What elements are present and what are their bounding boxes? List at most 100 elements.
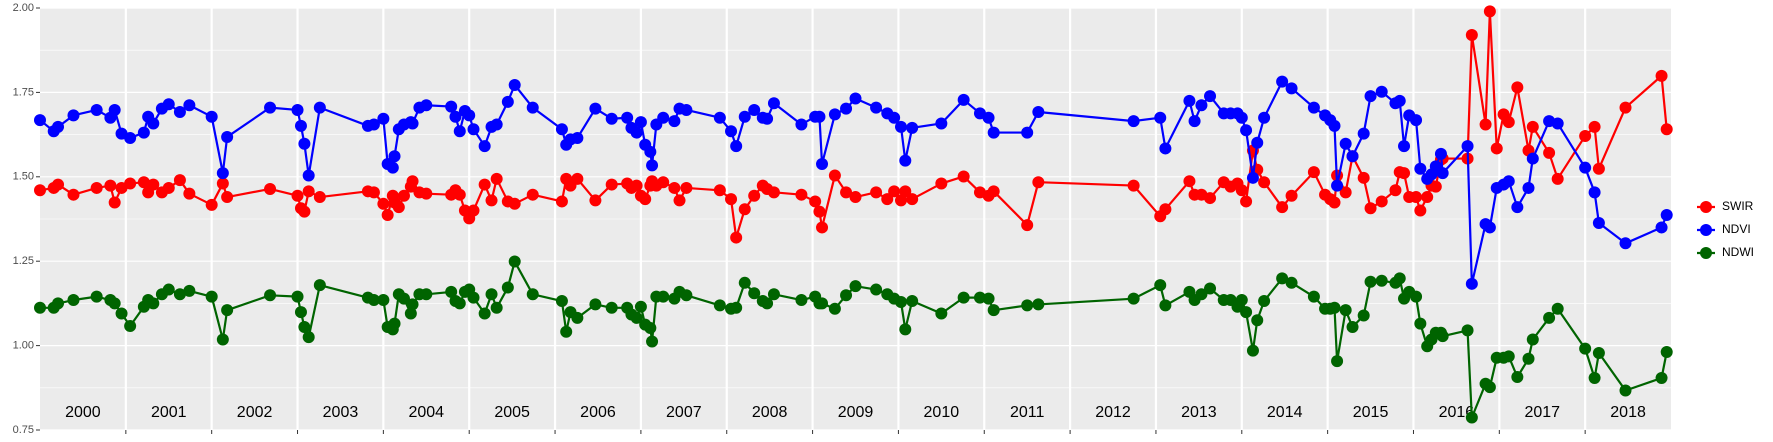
data-point (795, 118, 808, 131)
data-point (894, 194, 907, 207)
data-point (1393, 272, 1406, 285)
data-point (849, 191, 862, 204)
data-point (1502, 116, 1515, 129)
data-point (1655, 69, 1668, 82)
data-point (508, 197, 521, 210)
data-point (828, 302, 841, 315)
data-point (1551, 117, 1564, 130)
data-point (34, 114, 46, 127)
data-point (957, 170, 970, 183)
year-label: 2011 (1010, 404, 1045, 421)
data-point (216, 167, 229, 180)
data-point (870, 186, 883, 199)
data-point (115, 307, 128, 320)
data-point (589, 194, 602, 207)
data-point (1543, 146, 1556, 159)
data-point (1240, 306, 1253, 319)
data-point (1502, 175, 1515, 188)
data-point (298, 205, 311, 218)
data-point (388, 317, 401, 330)
data-point (1204, 192, 1217, 205)
legend-label: SWIR (1722, 199, 1754, 213)
data-point (899, 185, 912, 198)
data-point (1588, 372, 1601, 385)
data-point (1592, 347, 1605, 360)
data-point (108, 196, 121, 209)
data-point (571, 172, 584, 185)
data-point (1393, 94, 1406, 107)
data-point (767, 186, 780, 199)
data-point (1021, 299, 1034, 312)
data-point (313, 101, 326, 114)
data-point (501, 281, 514, 294)
data-point (52, 178, 65, 191)
data-point (1579, 342, 1592, 355)
year-label: 2010 (924, 404, 960, 421)
data-point (1235, 294, 1248, 307)
data-point (1204, 282, 1217, 295)
data-point (644, 322, 657, 335)
data-point (1331, 355, 1344, 368)
data-point (397, 189, 410, 202)
data-point (490, 172, 503, 185)
data-point (485, 288, 498, 301)
data-point (420, 288, 433, 301)
data-point (644, 145, 657, 158)
data-point (668, 115, 681, 128)
data-point (605, 178, 618, 191)
data-point (377, 294, 390, 307)
data-point (1021, 126, 1034, 139)
data-point (1276, 201, 1289, 214)
data-point (1579, 161, 1592, 174)
year-label: 2014 (1267, 404, 1303, 421)
data-point (183, 99, 196, 112)
data-point (725, 125, 738, 138)
data-point (147, 117, 160, 130)
data-point (1240, 195, 1253, 208)
data-point (828, 108, 841, 121)
data-point (987, 304, 1000, 317)
data-point (478, 178, 491, 191)
data-point (646, 159, 659, 172)
data-point (1414, 317, 1427, 330)
data-point (1258, 295, 1271, 308)
data-point (205, 198, 218, 211)
data-point (634, 300, 647, 313)
data-point (52, 297, 65, 310)
data-point (1375, 274, 1388, 287)
data-point (571, 131, 584, 144)
data-point (840, 186, 853, 199)
data-point (467, 291, 480, 304)
data-point (490, 118, 503, 131)
data-point (1240, 124, 1253, 137)
data-point (657, 176, 670, 189)
year-label: 2015 (1353, 404, 1389, 421)
year-label: 2016 (1439, 404, 1475, 421)
data-point (1655, 221, 1668, 234)
data-point (668, 181, 681, 194)
data-point (173, 288, 186, 301)
data-point (1183, 94, 1196, 107)
data-point (264, 289, 277, 302)
year-label: 2013 (1181, 404, 1217, 421)
data-point (291, 189, 304, 202)
data-point (124, 320, 137, 333)
data-point (982, 111, 995, 124)
data-point (813, 205, 826, 218)
data-point (748, 189, 761, 202)
data-point (1511, 81, 1524, 94)
data-point (738, 276, 751, 289)
data-point (478, 307, 491, 320)
data-point (406, 298, 419, 311)
data-point (1511, 201, 1524, 214)
data-point (761, 297, 774, 310)
data-point (1307, 101, 1320, 114)
data-point (1375, 85, 1388, 98)
data-point (1159, 142, 1172, 155)
year-label: 2000 (65, 404, 101, 421)
y-tick-label: 1.75 (13, 86, 34, 98)
data-point (1339, 137, 1352, 150)
data-point (302, 169, 315, 182)
data-point (1375, 195, 1388, 208)
data-point (1592, 217, 1605, 230)
